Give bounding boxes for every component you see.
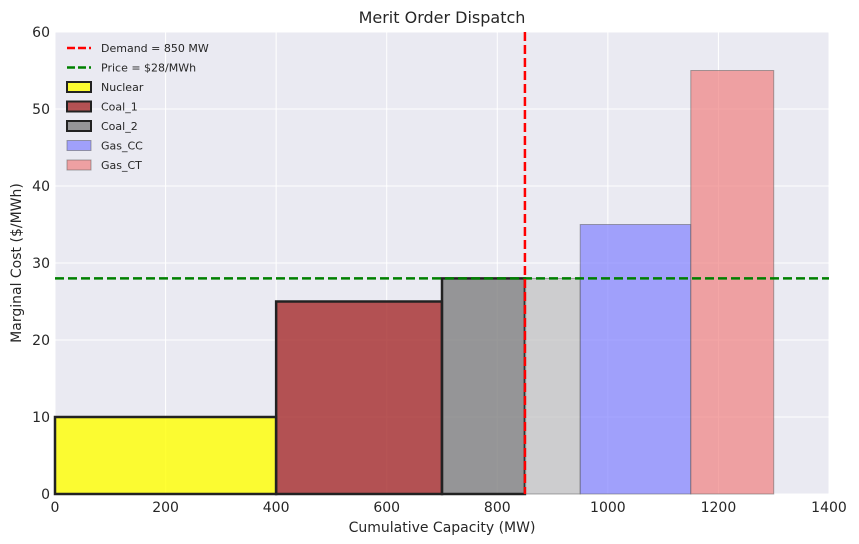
legend-label: Gas_CC: [101, 140, 143, 153]
x-tick-label: 1400: [811, 500, 847, 516]
legend-label: Nuclear: [101, 81, 144, 94]
bar-gas-cc: [579, 224, 692, 495]
legend-label: Price = $28/MWh: [101, 62, 196, 75]
bar-gas-ct: [690, 70, 775, 495]
x-tick-label: 1200: [701, 500, 737, 516]
x-tick-label: 400: [263, 500, 290, 516]
x-tick-label: 600: [373, 500, 400, 516]
x-axis-ticks: 0 200 400 600 800 1000 1200 1400: [51, 500, 847, 516]
bar-coal-2-undispatched: [524, 277, 581, 495]
legend: Demand = 850 MW Price = $28/MWh Nuclear Coa…: [66, 42, 209, 172]
merit-order-blocks: [53, 70, 775, 496]
y-tick-label: 30: [32, 256, 50, 272]
chart-title: Merit Order Dispatch: [359, 8, 526, 27]
y-tick-label: 40: [32, 179, 50, 195]
y-axis-ticks: 0 10 20 30 40 50 60: [32, 25, 50, 503]
y-tick-label: 10: [32, 410, 50, 426]
legend-patch-swatch: [66, 140, 92, 151]
y-tick-label: 0: [41, 487, 50, 503]
bar-coal-2: [440, 277, 527, 496]
bar-nuclear: [53, 415, 278, 496]
x-tick-label: 1000: [590, 500, 626, 516]
legend-label: Gas_CT: [101, 159, 142, 172]
legend-patch-swatch: [66, 159, 92, 171]
legend-patch-swatch: [66, 100, 92, 113]
legend-label: Coal_1: [101, 101, 138, 114]
y-axis-label: Marginal Cost ($/MWh): [9, 183, 25, 343]
y-tick-label: 50: [32, 102, 50, 118]
x-tick-label: 0: [51, 500, 60, 516]
legend-patch-swatch: [66, 81, 92, 93]
legend-label: Coal_2: [101, 120, 138, 133]
y-tick-label: 20: [32, 333, 50, 349]
x-tick-label: 800: [484, 500, 511, 516]
reference-lines: [55, 32, 829, 494]
bar-coal-1: [274, 300, 444, 496]
x-tick-label: 200: [152, 500, 179, 516]
y-tick-label: 60: [32, 25, 50, 41]
legend-patch-swatch: [66, 120, 92, 132]
x-axis-label: Cumulative Capacity (MW): [349, 520, 536, 536]
legend-label: Demand = 850 MW: [101, 42, 209, 55]
